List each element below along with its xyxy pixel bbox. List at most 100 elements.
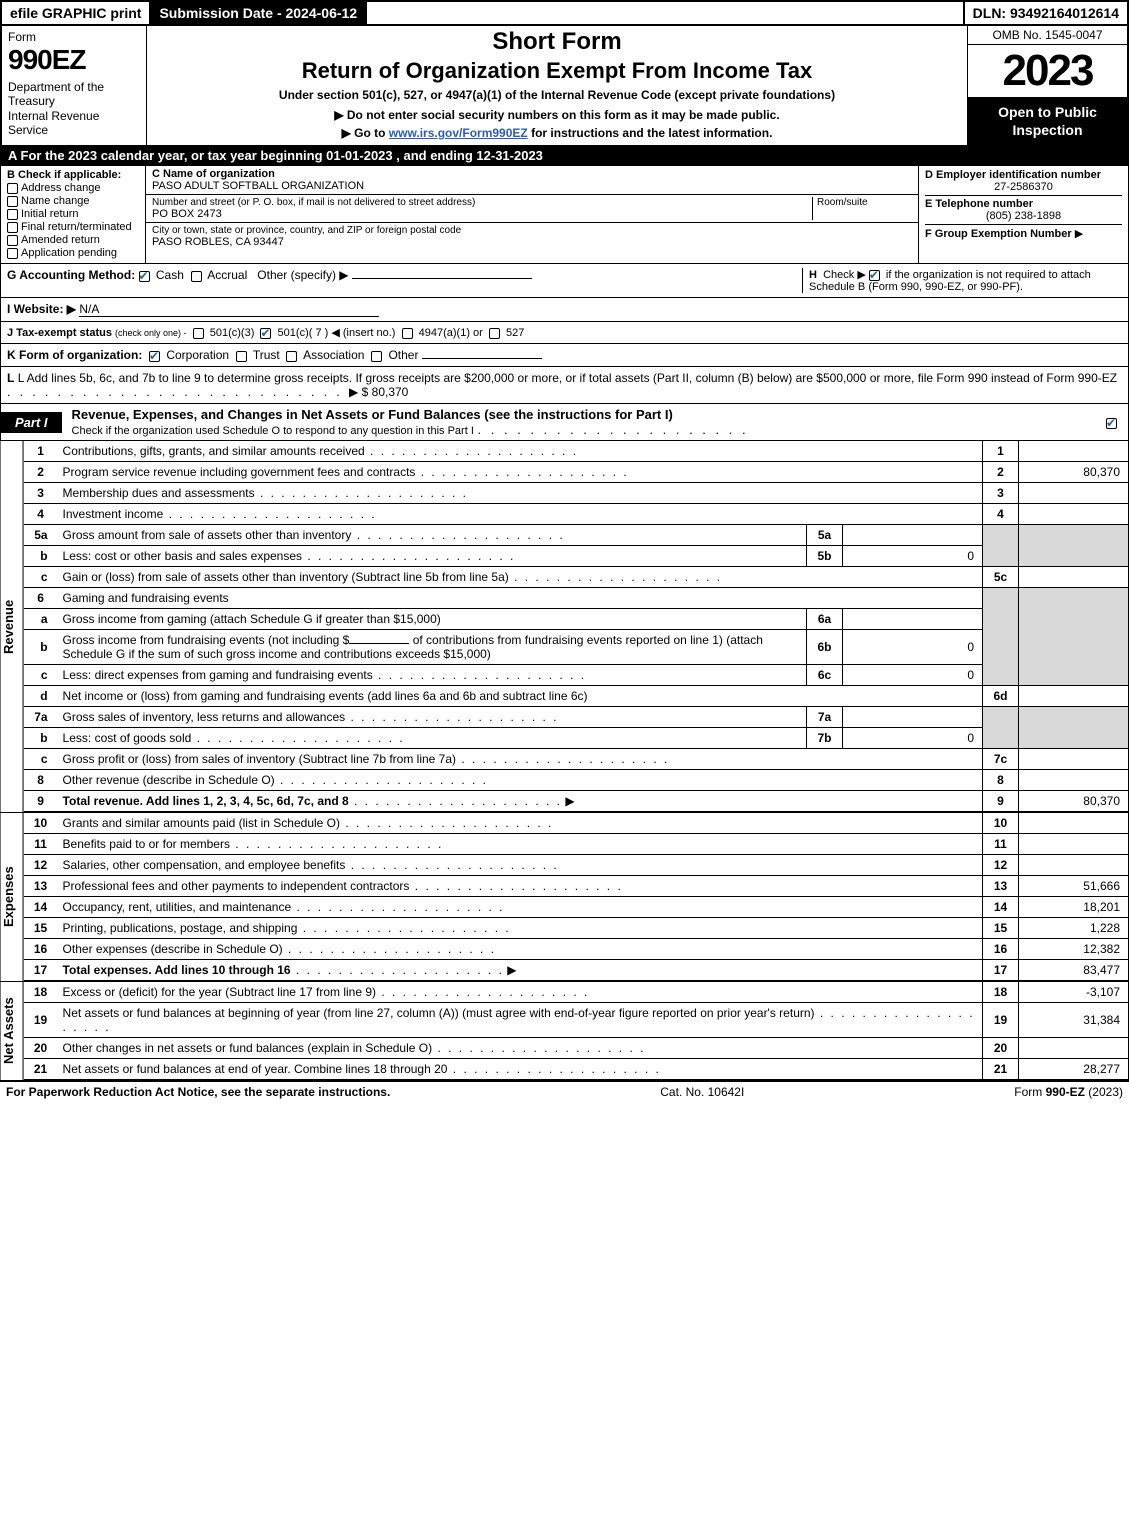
top-bar: efile GRAPHIC print Submission Date - 20…: [0, 0, 1129, 26]
under-section: Under section 501(c), 527, or 4947(a)(1)…: [157, 88, 957, 102]
table-row: 7aGross sales of inventory, less returns…: [24, 707, 1129, 728]
revenue-section: Revenue 1Contributions, gifts, grants, a…: [0, 441, 1129, 813]
checkbox-icon[interactable]: [869, 270, 880, 281]
open-to-public: Open to Public Inspection: [968, 97, 1127, 145]
form-ref: Form 990-EZ (2023): [1014, 1085, 1123, 1099]
checkbox-icon[interactable]: [286, 351, 297, 362]
c-street-cell: Number and street (or P. O. box, if mail…: [146, 195, 918, 223]
paperwork-notice: For Paperwork Reduction Act Notice, see …: [6, 1085, 390, 1099]
checkbox-icon[interactable]: [7, 183, 18, 194]
checkbox-icon[interactable]: [7, 222, 18, 233]
goto-suffix: for instructions and the latest informat…: [528, 126, 773, 140]
block-l-gross-receipts: L L Add lines 5b, 6c, and 7b to line 9 t…: [0, 367, 1129, 404]
form-word: Form: [8, 30, 140, 44]
check-name-change[interactable]: Name change: [7, 195, 139, 207]
checkbox-icon[interactable]: [191, 271, 202, 282]
check-amended-return[interactable]: Amended return: [7, 234, 139, 246]
f-group-label: F Group Exemption Number: [925, 228, 1072, 240]
table-row: 21Net assets or fund balances at end of …: [24, 1059, 1129, 1080]
e-tel-value: (805) 238-1898: [925, 210, 1122, 222]
block-k-form-org: K Form of organization: Corporation Trus…: [0, 344, 1129, 367]
table-row: 14Occupancy, rent, utilities, and mainte…: [24, 897, 1129, 918]
table-row: aGross income from gaming (attach Schedu…: [24, 609, 1129, 630]
efile-print[interactable]: efile GRAPHIC print: [2, 2, 151, 24]
ssn-warning: ▶ Do not enter social security numbers o…: [157, 108, 957, 122]
irs-link[interactable]: www.irs.gov/Form990EZ: [389, 126, 528, 140]
table-row: 2Program service revenue including gover…: [24, 462, 1129, 483]
c-city-label: City or town, state or province, country…: [152, 225, 912, 236]
checkbox-icon[interactable]: [489, 328, 500, 339]
checkbox-icon[interactable]: [402, 328, 413, 339]
c-room-label: Room/suite: [812, 197, 912, 220]
c-street-value: PO BOX 2473: [152, 208, 812, 220]
checkbox-icon[interactable]: [139, 271, 150, 282]
netassets-table: 18Excess or (deficit) for the year (Subt…: [24, 982, 1129, 1080]
checkbox-icon[interactable]: [1106, 418, 1117, 429]
table-row: 1Contributions, gifts, grants, and simil…: [24, 441, 1129, 462]
c-name-value: PASO ADULT SOFTBALL ORGANIZATION: [152, 180, 912, 192]
submission-date: Submission Date - 2024-06-12: [151, 2, 367, 24]
block-j-tax-exempt: J Tax-exempt status (check only one) - 5…: [0, 322, 1129, 344]
e-tel-label: E Telephone number: [925, 195, 1122, 210]
cat-no: Cat. No. 10642I: [660, 1085, 744, 1099]
checkbox-icon[interactable]: [7, 235, 18, 246]
checkbox-icon[interactable]: [193, 328, 204, 339]
website-value: N/A: [79, 302, 379, 317]
check-application-pending[interactable]: Application pending: [7, 247, 139, 259]
table-row: 18Excess or (deficit) for the year (Subt…: [24, 982, 1129, 1003]
checkbox-icon[interactable]: [7, 248, 18, 259]
table-row: cLess: direct expenses from gaming and f…: [24, 665, 1129, 686]
goto-link-line: ▶ Go to www.irs.gov/Form990EZ for instru…: [157, 126, 957, 140]
checkbox-icon[interactable]: [149, 351, 160, 362]
table-row: 11Benefits paid to or for members11: [24, 834, 1129, 855]
table-row: bGross income from fundraising events (n…: [24, 630, 1129, 665]
c-name-cell: C Name of organization PASO ADULT SOFTBA…: [146, 166, 918, 195]
expenses-section: Expenses 10Grants and similar amounts pa…: [0, 813, 1129, 982]
table-row: 3Membership dues and assessments3: [24, 483, 1129, 504]
part1-check[interactable]: [1106, 415, 1128, 430]
table-row: 12Salaries, other compensation, and empl…: [24, 855, 1129, 876]
expenses-side-label: Expenses: [0, 813, 24, 981]
c-street-label: Number and street (or P. O. box, if mail…: [152, 197, 812, 208]
col-b-checks: B Check if applicable: Address change Na…: [1, 166, 146, 263]
check-final-return[interactable]: Final return/terminated: [7, 221, 139, 233]
table-row: cGross profit or (loss) from sales of in…: [24, 749, 1129, 770]
g-other-input[interactable]: [352, 278, 532, 279]
checkbox-icon[interactable]: [260, 328, 271, 339]
d-ein-label: D Employer identification number: [925, 169, 1122, 181]
netassets-side-label: Net Assets: [0, 982, 24, 1080]
short-form-title: Short Form: [157, 28, 957, 56]
checkbox-icon[interactable]: [7, 209, 18, 220]
table-row: dNet income or (loss) from gaming and fu…: [24, 686, 1129, 707]
table-row: 9Total revenue. Add lines 1, 2, 3, 4, 5c…: [24, 791, 1129, 812]
arrow-icon: ▶: [1075, 228, 1083, 240]
table-row: 15Printing, publications, postage, and s…: [24, 918, 1129, 939]
form-number: 990EZ: [8, 44, 140, 76]
section-bcdef: B Check if applicable: Address change Na…: [0, 166, 1129, 264]
block-i-website: I Website: ▶ N/A: [0, 298, 1129, 322]
table-row: 10Grants and similar amounts paid (list …: [24, 813, 1129, 834]
g-accounting: G Accounting Method: Cash Accrual Other …: [7, 268, 802, 293]
table-row: 16Other expenses (describe in Schedule O…: [24, 939, 1129, 960]
checkbox-icon[interactable]: [371, 351, 382, 362]
table-row: 19Net assets or fund balances at beginni…: [24, 1003, 1129, 1038]
return-title: Return of Organization Exempt From Incom…: [157, 58, 957, 84]
check-initial-return[interactable]: Initial return: [7, 208, 139, 220]
dept-label: Department of the Treasury Internal Reve…: [8, 80, 140, 138]
checkbox-icon[interactable]: [236, 351, 247, 362]
block-g-h: G Accounting Method: Cash Accrual Other …: [0, 264, 1129, 298]
c-city-cell: City or town, state or province, country…: [146, 223, 918, 250]
k-other-input[interactable]: [422, 358, 542, 359]
row-a-calendar-year: A For the 2023 calendar year, or tax yea…: [0, 145, 1129, 166]
part1-tab: Part I: [1, 412, 62, 433]
d-ein-value: 27-2586370: [925, 181, 1122, 193]
omb-number: OMB No. 1545-0047: [968, 26, 1127, 45]
table-row: 6Gaming and fundraising events: [24, 588, 1129, 609]
header-left: Form 990EZ Department of the Treasury In…: [2, 26, 147, 145]
c-name-label: C Name of organization: [152, 168, 912, 180]
topbar-spacer: [367, 2, 965, 24]
checkbox-icon[interactable]: [7, 196, 18, 207]
dln: DLN: 93492164012614: [965, 2, 1127, 24]
check-address-change[interactable]: Address change: [7, 182, 139, 194]
table-row: cGain or (loss) from sale of assets othe…: [24, 567, 1129, 588]
